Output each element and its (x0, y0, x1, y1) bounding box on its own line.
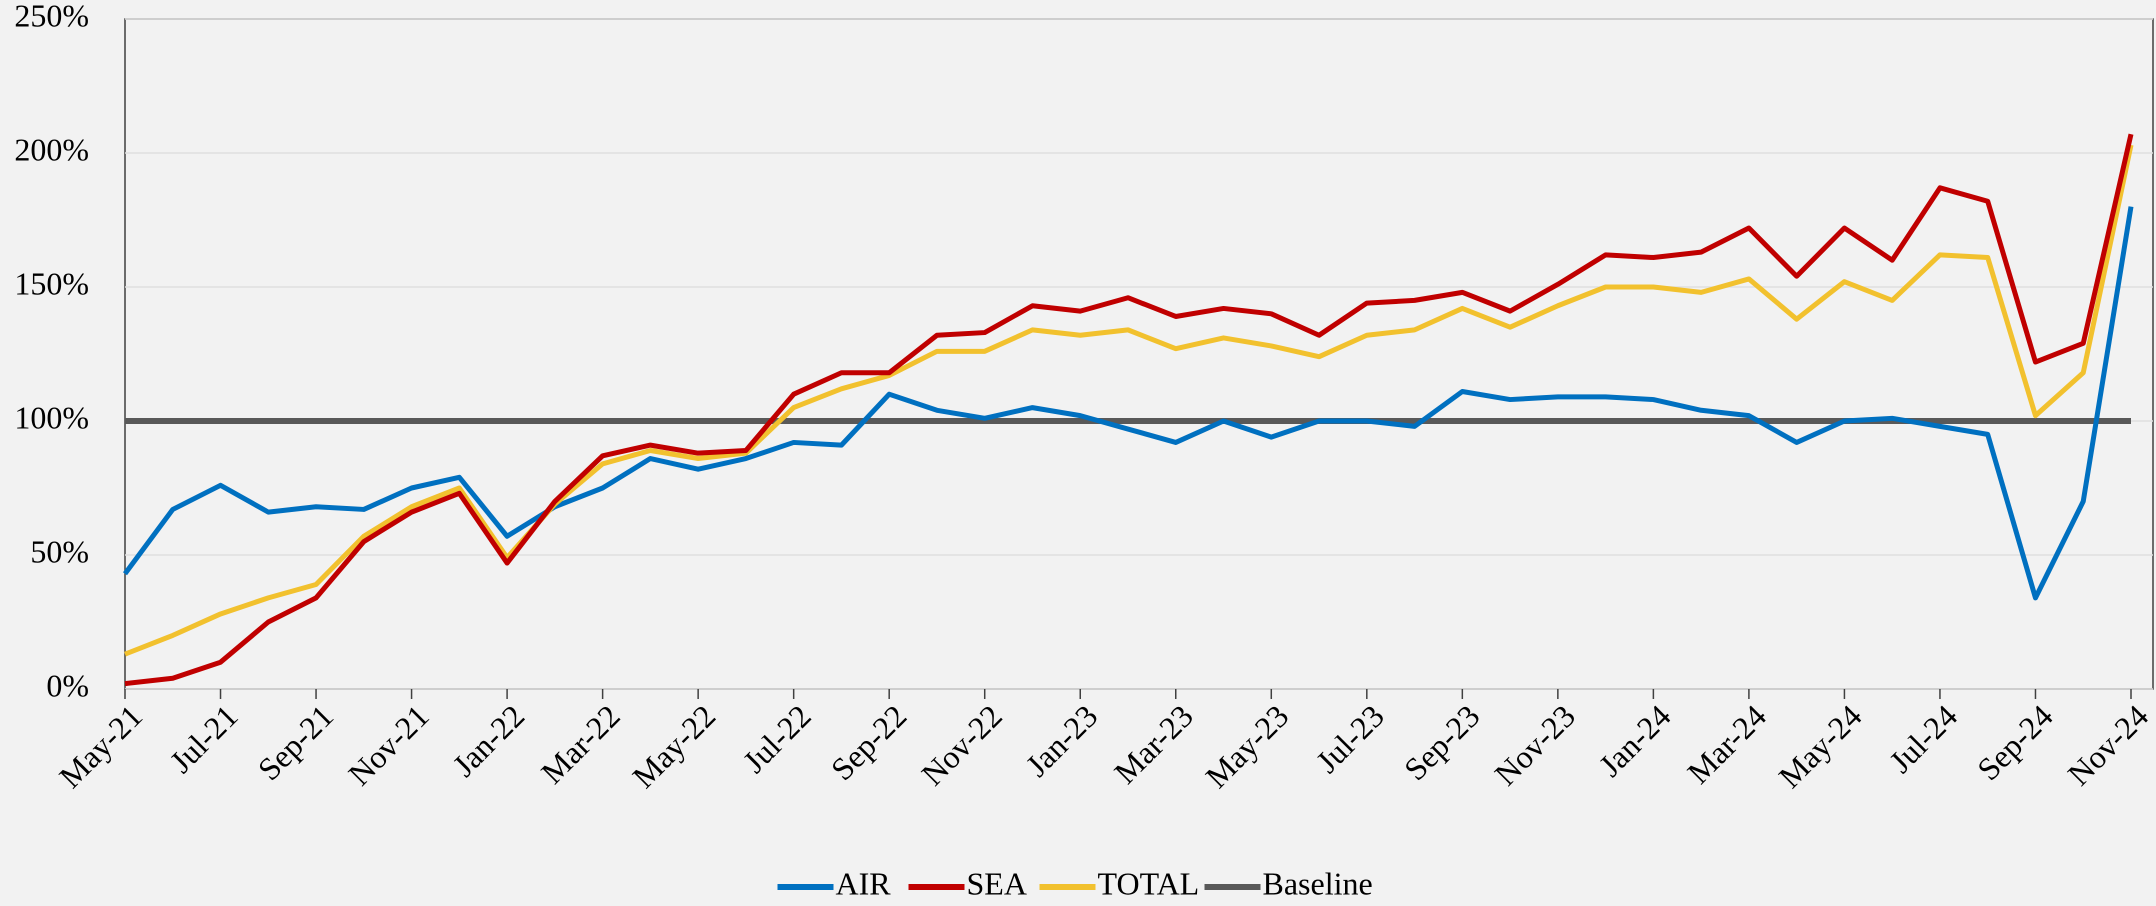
line-1 (124, 133, 2134, 687)
x-tick-label: Jan-22 (445, 698, 531, 784)
x-tick-label: Nov-23 (1487, 698, 1582, 793)
x-tick-label: Nov-24 (2061, 698, 2156, 793)
x-tick-label: May-22 (625, 698, 722, 795)
x-tick-label: May-21 (52, 698, 149, 795)
x-tick-label: Jul-24 (1882, 698, 1964, 780)
x-tick-label: Sep-21 (251, 698, 341, 788)
y-tick-label: 0% (46, 667, 89, 703)
line-2 (124, 144, 2134, 657)
x-tick-label: Mar-23 (1107, 698, 1200, 791)
x-tick-label: May-23 (1198, 698, 1295, 795)
x-tick-label: Sep-22 (824, 698, 914, 788)
legend-label: TOTAL (1098, 865, 1200, 901)
legend-label: AIR (836, 865, 892, 901)
x-tick-label: Mar-22 (534, 698, 627, 791)
legend-label: SEA (967, 865, 1027, 901)
line-0 (122, 206, 2134, 601)
x-tick-label: Jan-23 (1019, 698, 1105, 784)
x-tick-label: Jul-21 (163, 698, 245, 780)
y-tick-label: 50% (30, 533, 89, 569)
x-tick-label: Nov-21 (341, 698, 436, 793)
x-tick-label: Jul-22 (736, 698, 818, 780)
x-tick-label: Jan-24 (1592, 698, 1678, 784)
x-tick-label: Sep-23 (1397, 698, 1487, 788)
legend-label: Baseline (1263, 865, 1373, 901)
x-tick-label: Jul-23 (1309, 698, 1391, 780)
x-tick-label: May-24 (1771, 698, 1868, 795)
x-tick-label: Sep-24 (1970, 698, 2060, 788)
y-tick-label: 150% (14, 265, 89, 301)
y-tick-label: 250% (14, 0, 89, 33)
x-tick-label: Mar-24 (1680, 698, 1773, 791)
y-tick-label: 100% (14, 399, 89, 435)
plot-area (124, 18, 2154, 690)
x-tick-label: Nov-22 (914, 698, 1009, 793)
y-tick-label: 200% (14, 131, 89, 167)
